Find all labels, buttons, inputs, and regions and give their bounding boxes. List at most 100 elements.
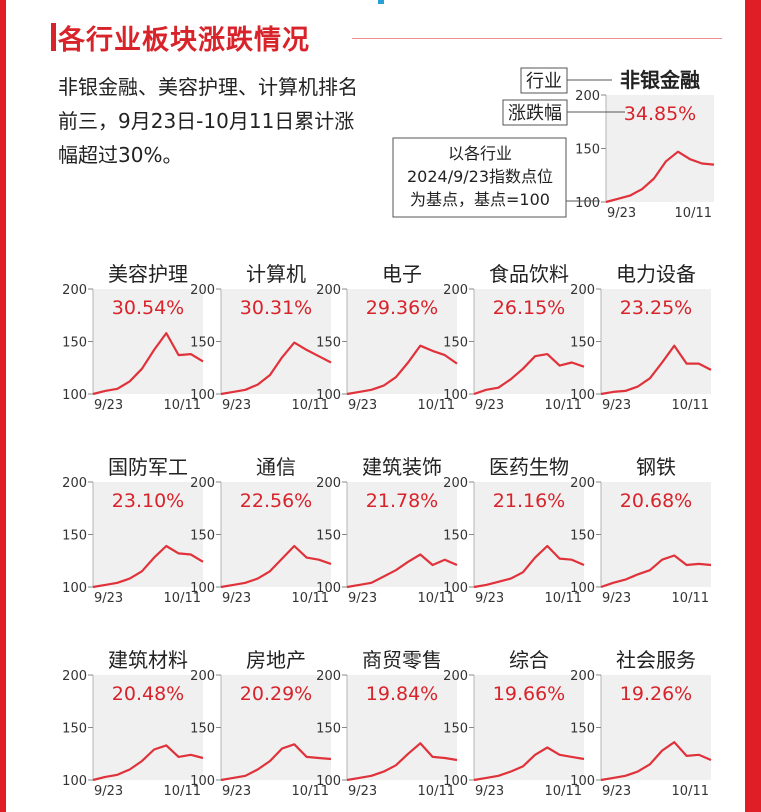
change-value-label: 34.85% xyxy=(624,103,696,125)
change-value-label: 19.66% xyxy=(493,683,565,705)
legend-base-note-line: 以各行业 xyxy=(448,144,512,163)
right-frame-border xyxy=(745,0,761,812)
chart-background xyxy=(93,675,203,780)
series-line xyxy=(92,544,204,589)
series-line xyxy=(600,554,712,589)
chart-background xyxy=(221,289,331,394)
series-line xyxy=(92,744,204,782)
x-end-label: 10/11 xyxy=(164,784,201,799)
y-tick-label: 100 xyxy=(443,774,468,789)
change-value-label: 29.36% xyxy=(366,297,438,319)
x-end-label: 10/11 xyxy=(545,784,582,799)
series-line xyxy=(600,344,712,396)
x-start-label: 9/23 xyxy=(475,784,504,799)
y-tick-label: 100 xyxy=(190,388,215,403)
y-tick-label: 150 xyxy=(316,336,341,351)
y-tick-label: 200 xyxy=(570,476,595,491)
legend-industry-label: 行业 xyxy=(526,71,562,92)
y-tick-label: 100 xyxy=(443,581,468,596)
x-start-label: 9/23 xyxy=(348,784,377,799)
y-tick-label: 150 xyxy=(316,722,341,737)
y-tick-label: 150 xyxy=(190,336,215,351)
legend-base-note-box xyxy=(392,137,567,218)
chart-panel-11: 100 150 200 9/23 10/11 20.48% 建筑材料 xyxy=(62,648,204,799)
x-end-label: 10/11 xyxy=(418,784,455,799)
chart-title: 食品饮料 xyxy=(489,262,569,286)
chart-title: 国防军工 xyxy=(108,455,188,479)
chart-title: 非银金融 xyxy=(620,68,700,92)
series-line xyxy=(220,544,332,589)
chart-panel-0: 100 150 200 9/23 10/11 34.85% 非银金融 xyxy=(575,68,715,221)
change-value-label: 20.48% xyxy=(112,683,184,705)
chart-title: 商贸零售 xyxy=(362,648,442,672)
chart-title: 电力设备 xyxy=(616,262,696,286)
y-tick-label: 150 xyxy=(570,529,595,544)
change-value-label: 21.78% xyxy=(366,490,438,512)
chart-title: 计算机 xyxy=(246,262,306,286)
series-line xyxy=(473,746,585,782)
change-value-label: 21.16% xyxy=(493,490,565,512)
x-end-label: 10/11 xyxy=(292,784,329,799)
change-value-label: 20.68% xyxy=(620,490,692,512)
chart-panel-13: 100 150 200 9/23 10/11 19.84% 商贸零售 xyxy=(316,648,458,799)
y-tick-label: 150 xyxy=(62,722,87,737)
chart-title: 社会服务 xyxy=(616,648,696,672)
change-value-label: 30.54% xyxy=(112,297,184,319)
chart-title: 美容护理 xyxy=(108,262,188,286)
y-tick-label: 200 xyxy=(443,669,468,684)
y-tick-label: 100 xyxy=(190,581,215,596)
series-line xyxy=(346,742,458,782)
y-tick-label: 200 xyxy=(62,669,87,684)
y-tick-label: 200 xyxy=(190,283,215,298)
y-tick-label: 100 xyxy=(62,581,87,596)
legend-industry-box xyxy=(520,67,568,94)
y-tick-label: 200 xyxy=(62,283,87,298)
x-end-label: 10/11 xyxy=(164,398,201,413)
x-start-label: 9/23 xyxy=(222,591,251,606)
chart-title: 综合 xyxy=(509,648,549,672)
y-tick-label: 200 xyxy=(570,669,595,684)
x-start-label: 9/23 xyxy=(602,591,631,606)
chart-panel-6: 100 150 200 9/23 10/11 23.10% 国防军工 xyxy=(62,455,204,606)
y-tick-label: 100 xyxy=(570,774,595,789)
chart-background xyxy=(347,289,457,394)
y-tick-label: 200 xyxy=(62,476,87,491)
x-end-label: 10/11 xyxy=(292,398,329,413)
series-line xyxy=(473,353,585,396)
change-value-label: 19.84% xyxy=(366,683,438,705)
chart-panel-9: 100 150 200 9/23 10/11 21.16% 医药生物 xyxy=(443,455,585,606)
y-tick-label: 150 xyxy=(575,143,600,158)
y-tick-label: 200 xyxy=(443,476,468,491)
chart-panel-8: 100 150 200 9/23 10/11 21.78% 建筑装饰 xyxy=(316,455,458,606)
x-start-label: 9/23 xyxy=(94,398,123,413)
x-start-label: 9/23 xyxy=(607,206,636,221)
chart-panel-1: 100 150 200 9/23 10/11 30.54% 美容护理 xyxy=(62,262,204,413)
x-start-label: 9/23 xyxy=(222,784,251,799)
legend-change-box xyxy=(502,99,568,126)
x-start-label: 9/23 xyxy=(475,591,504,606)
y-tick-label: 100 xyxy=(316,774,341,789)
x-end-label: 10/11 xyxy=(418,591,455,606)
y-tick-label: 200 xyxy=(575,89,600,104)
y-tick-label: 150 xyxy=(316,529,341,544)
y-tick-label: 200 xyxy=(316,669,341,684)
chart-title: 医药生物 xyxy=(489,455,569,479)
y-tick-label: 100 xyxy=(62,388,87,403)
x-end-label: 10/11 xyxy=(675,206,712,221)
chart-title: 建筑装饰 xyxy=(362,455,442,479)
y-tick-label: 200 xyxy=(443,283,468,298)
chart-panel-10: 100 150 200 9/23 10/11 20.68% 钢铁 xyxy=(570,455,712,606)
legend-change-label: 涨跌幅 xyxy=(508,103,562,124)
series-line xyxy=(473,544,585,589)
chart-panel-3: 100 150 200 9/23 10/11 29.36% 电子 xyxy=(316,262,458,413)
y-tick-label: 100 xyxy=(316,581,341,596)
y-tick-label: 200 xyxy=(570,283,595,298)
chart-background xyxy=(347,675,457,780)
y-tick-label: 150 xyxy=(443,722,468,737)
chart-title: 房地产 xyxy=(246,648,306,672)
x-start-label: 9/23 xyxy=(222,398,251,413)
chart-panel-5: 100 150 200 9/23 10/11 23.25% 电力设备 xyxy=(570,262,712,413)
chart-background xyxy=(601,482,711,587)
y-tick-label: 150 xyxy=(190,529,215,544)
